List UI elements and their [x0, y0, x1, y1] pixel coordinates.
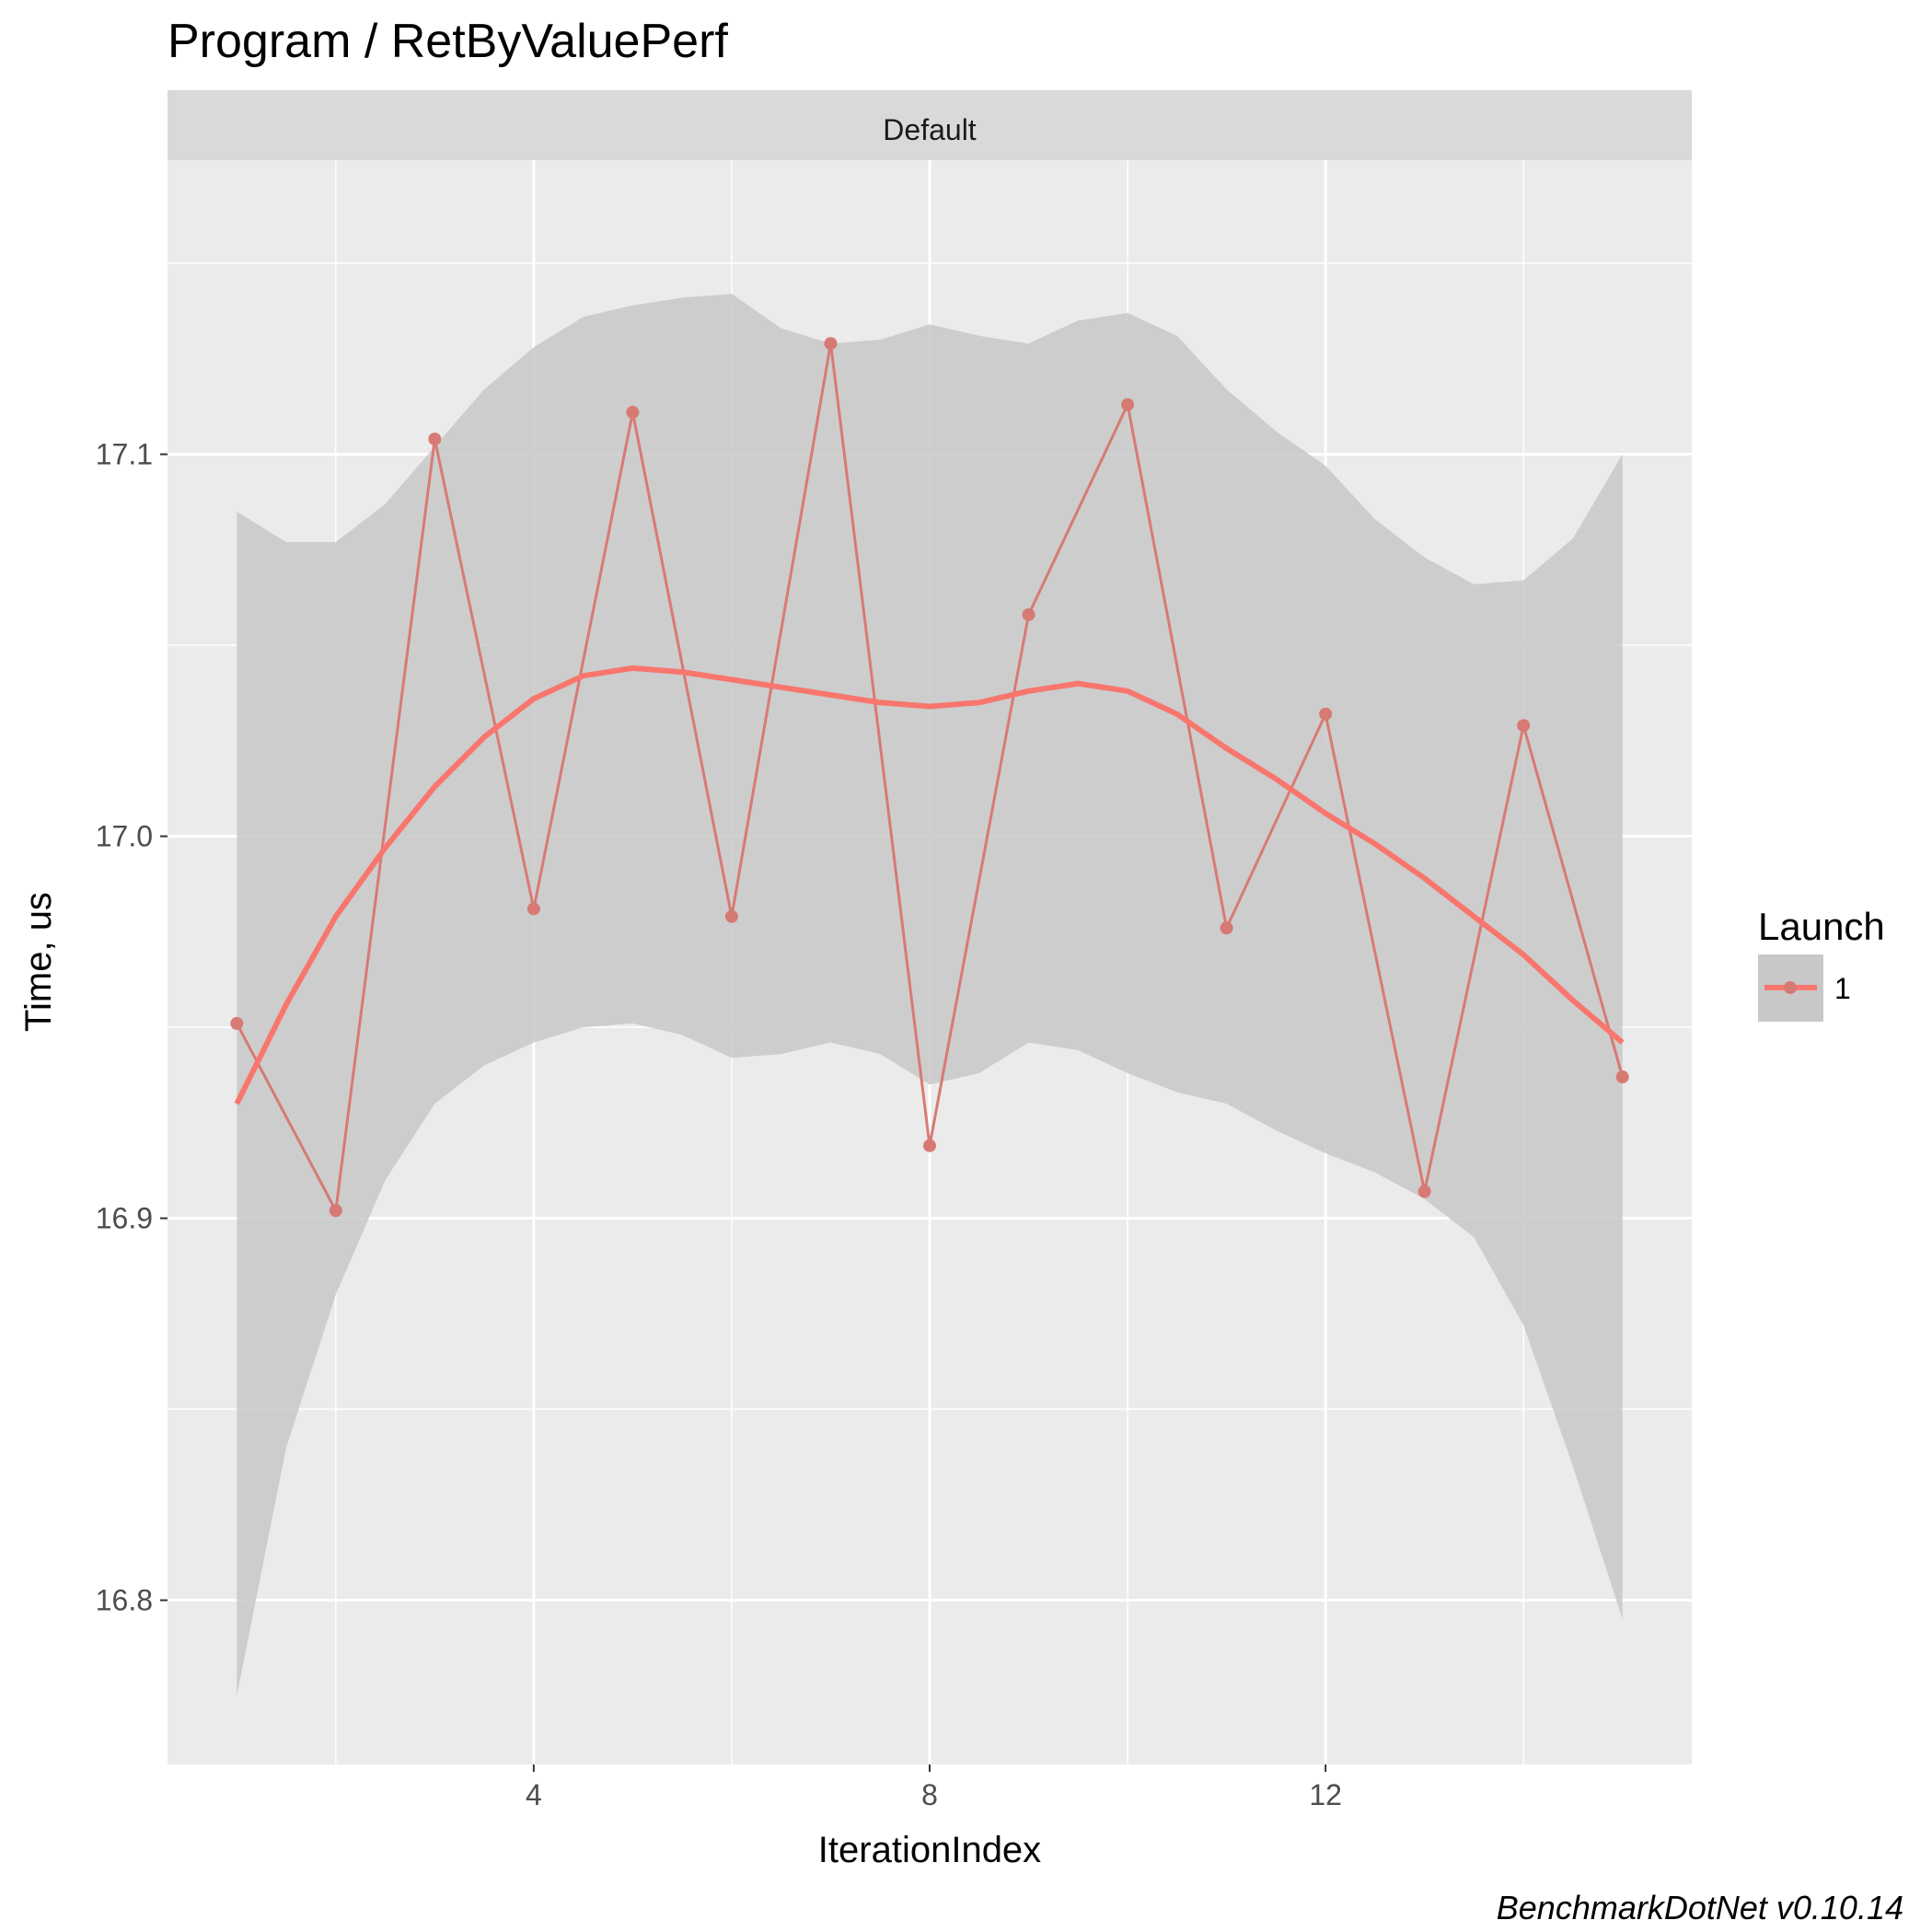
facet-strip	[168, 90, 1692, 160]
x-tick-label: 8	[921, 1778, 938, 1811]
x-axis: 4 8 12	[526, 1764, 1342, 1811]
data-point	[1615, 1070, 1629, 1083]
data-point	[824, 337, 838, 351]
y-tick-label: 17.0	[96, 820, 153, 853]
data-point	[626, 405, 640, 419]
legend-key-point	[1784, 981, 1797, 994]
x-tick-label: 12	[1309, 1778, 1342, 1811]
x-tick-label: 4	[526, 1778, 542, 1811]
y-axis: 16.8 16.9 17.0 17.1	[96, 438, 168, 1617]
facet-label: Default	[883, 113, 977, 146]
data-point	[923, 1139, 936, 1152]
y-tick-label: 16.9	[96, 1202, 153, 1235]
chart-title: Program / RetByValuePerf	[168, 15, 728, 68]
legend-title: Launch	[1758, 905, 1885, 948]
data-point	[1417, 1185, 1431, 1198]
legend-label-1: 1	[1834, 972, 1851, 1005]
data-point	[526, 902, 540, 916]
data-point	[1319, 707, 1333, 721]
data-point	[329, 1204, 342, 1218]
data-point	[428, 432, 442, 445]
data-point	[1121, 398, 1135, 411]
data-point	[230, 1016, 244, 1030]
data-point	[1517, 719, 1531, 733]
legend: Launch 1	[1758, 905, 1885, 1022]
y-tick-label: 16.8	[96, 1584, 153, 1617]
y-tick-label: 17.1	[96, 438, 153, 471]
caption: BenchmarkDotNet v0.10.14	[1497, 1889, 1903, 1926]
confidence-ribbon	[237, 294, 1623, 1696]
series-points	[230, 337, 1629, 1218]
data-point	[724, 909, 738, 923]
y-axis-title: Time, us	[18, 892, 59, 1032]
data-point	[1220, 921, 1233, 935]
x-axis-title: IterationIndex	[818, 1830, 1041, 1870]
data-point	[1022, 607, 1035, 621]
smooth-line	[234, 665, 1625, 1105]
